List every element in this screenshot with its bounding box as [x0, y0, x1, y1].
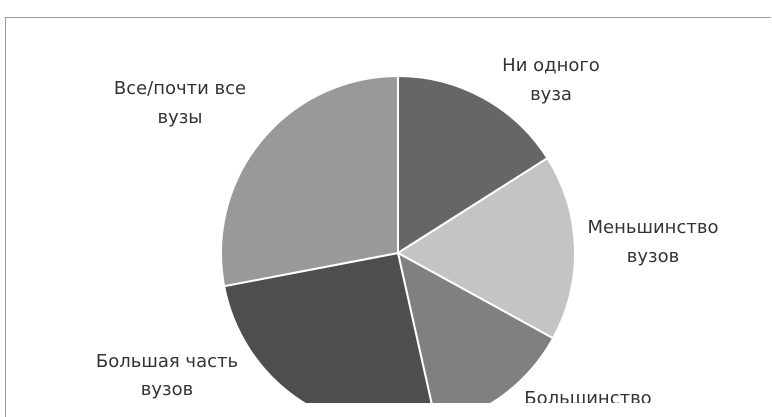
slice-label-4-line-1: Все/почти все	[114, 78, 246, 99]
pie-slices	[220, 74, 576, 403]
slice-label-1-line-1: Меньшинство	[588, 217, 719, 238]
slice-label-3-line-2: вузов	[141, 379, 193, 400]
slice-label-4-line-2: вузы	[157, 107, 202, 128]
pie-slice-0	[397, 74, 549, 255]
slice-label-0-line-2: вуза	[530, 84, 572, 105]
slice-label-2-line-1: Большинство	[524, 388, 651, 403]
slice-label-0-line-1: Ни одного	[502, 55, 600, 76]
slice-label-3-line-1: Большая часть	[96, 351, 238, 372]
pie-slice-3	[222, 251, 433, 403]
slice-label-1-line-2: вузов	[627, 246, 679, 267]
pie-chart: Ни одного вуза Меньшинство вузов Большин…	[96, 55, 719, 403]
pie-slice-4	[220, 74, 399, 288]
pie-slice-1	[396, 156, 576, 340]
pie-slice-2	[396, 251, 555, 403]
pie-labels: Ни одного вуза Меньшинство вузов Большин…	[96, 55, 719, 403]
